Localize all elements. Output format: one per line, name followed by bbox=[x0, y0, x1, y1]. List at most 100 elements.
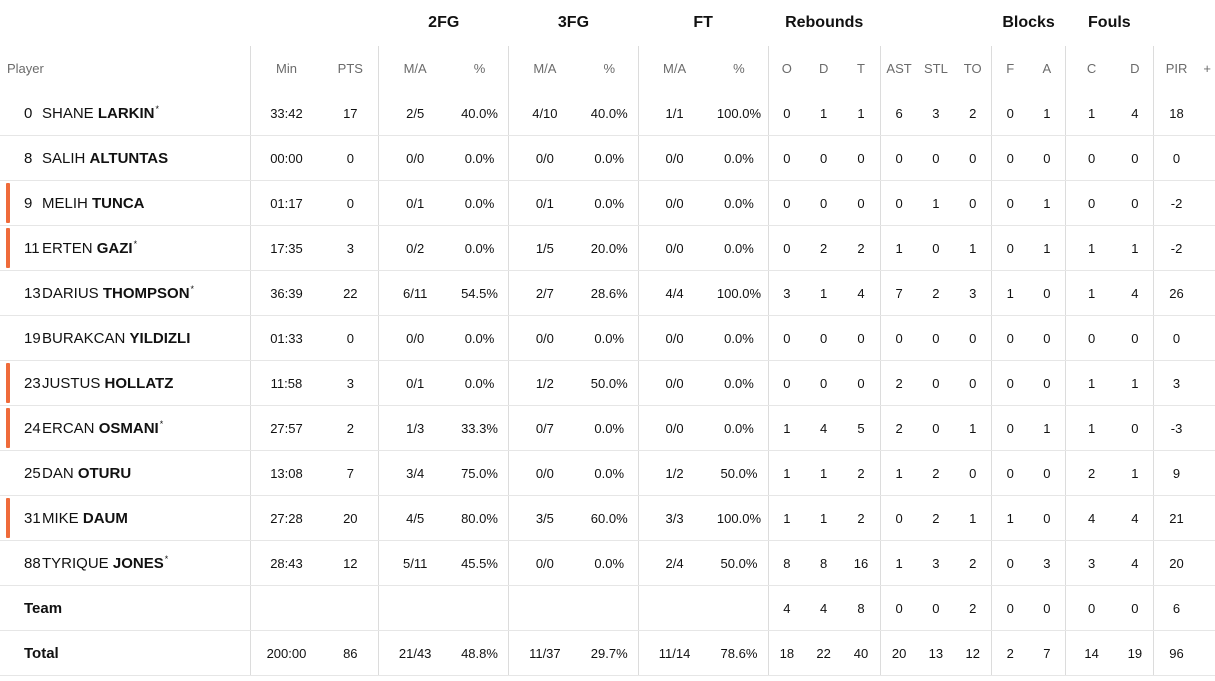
header-3fg-ma[interactable]: M/A bbox=[508, 46, 581, 91]
player-last-name[interactable]: HOLLATZ bbox=[104, 374, 174, 392]
total-3fg-ma: 11/37 bbox=[508, 630, 581, 676]
player-row: 24ERCAN OSMANI* 27:57 2 1/3 33.3% 0/7 0.0% 0/0 0… bbox=[0, 405, 1215, 451]
total-row: Total 200:00 86 21/43 48.8% 11/37 29.7% … bbox=[0, 630, 1215, 676]
player-first-name[interactable]: DAN bbox=[42, 464, 74, 482]
stat-2fg-pct: 54.5% bbox=[450, 270, 509, 316]
team-reb-d: 4 bbox=[805, 585, 843, 631]
stat-3fg-ma: 0/1 bbox=[508, 180, 581, 226]
player-first-name[interactable]: ERCAN bbox=[42, 419, 95, 437]
team-label-cell: Team bbox=[0, 585, 251, 631]
header-foul-d[interactable]: D bbox=[1130, 61, 1140, 76]
stat-reb-d: 1 bbox=[805, 91, 843, 136]
header-stl[interactable]: STL bbox=[923, 61, 948, 76]
header-foul-c[interactable]: C bbox=[1065, 46, 1118, 91]
player-last-name[interactable]: DAUM bbox=[82, 509, 128, 527]
player-last-name[interactable]: JONES bbox=[112, 554, 164, 572]
stat-stl: 2 bbox=[917, 270, 955, 316]
player-last-name[interactable]: TUNCA bbox=[92, 194, 145, 212]
player-first-name[interactable]: ERTEN bbox=[42, 239, 93, 257]
stat-2fg-pct: 0.0% bbox=[450, 315, 509, 361]
team-foul-c: 0 bbox=[1065, 585, 1118, 631]
stat-3fg-pct: 60.0% bbox=[580, 495, 639, 541]
player-first-name[interactable]: MELIH bbox=[42, 194, 88, 212]
stat-more bbox=[1199, 91, 1215, 136]
player-first-name[interactable]: BURAKCAN bbox=[42, 329, 126, 347]
stat-2fg-ma: 0/1 bbox=[378, 360, 451, 406]
stat-3fg-pct: 0.0% bbox=[580, 180, 639, 226]
player-name-cell: 88TYRIQUE JONES* bbox=[0, 540, 251, 586]
player-last-name[interactable]: YILDIZLI bbox=[129, 329, 191, 347]
stat-2fg-pct: 0.0% bbox=[450, 360, 509, 406]
stat-reb-t: 0 bbox=[842, 360, 881, 406]
header-3fg-pct[interactable]: % bbox=[603, 61, 616, 76]
player-first-name[interactable]: SALIH bbox=[42, 149, 86, 167]
player-last-name[interactable]: THOMPSON bbox=[102, 284, 190, 302]
player-first-name[interactable]: DARIUS bbox=[42, 284, 99, 302]
header-ft-pct[interactable]: % bbox=[733, 61, 745, 76]
stat-blk-f: 0 bbox=[990, 450, 1029, 496]
player-first-name[interactable]: JUSTUS bbox=[42, 374, 101, 392]
stat-2fg-pct: 75.0% bbox=[450, 450, 509, 496]
stat-pir: 20 bbox=[1152, 540, 1200, 586]
stat-blk-f: 1 bbox=[990, 495, 1029, 541]
total-blk-a: 7 bbox=[1028, 630, 1066, 676]
stat-3fg-ma: 3/5 bbox=[508, 495, 581, 541]
player-row: 23JUSTUS HOLLATZ 11:58 3 0/1 0.0% 1/2 50.0% 0/0… bbox=[0, 360, 1215, 406]
header-pts[interactable]: PTS bbox=[337, 61, 363, 76]
header-player[interactable]: Player bbox=[7, 61, 44, 76]
stat-min: 11:58 bbox=[249, 360, 323, 406]
header-to[interactable]: TO bbox=[963, 61, 982, 76]
stat-more bbox=[1199, 225, 1215, 271]
total-ft-pct: 78.6% bbox=[710, 630, 769, 676]
header-2fg-ma[interactable]: M/A bbox=[378, 46, 451, 91]
stat-stl: 3 bbox=[917, 91, 955, 136]
header-ast[interactable]: AST bbox=[879, 46, 918, 91]
player-first-name[interactable]: TYRIQUE bbox=[42, 554, 109, 572]
stat-ft-ma: 0/0 bbox=[637, 225, 711, 271]
player-name-cell: 31MIKE DAUM bbox=[0, 495, 251, 541]
stat-ft-pct: 0.0% bbox=[710, 225, 769, 271]
header-blk-a[interactable]: A bbox=[1042, 61, 1052, 76]
group-rebounds: Rebounds bbox=[785, 14, 864, 31]
team-pir: 6 bbox=[1152, 585, 1200, 631]
stat-reb-o: 0 bbox=[767, 180, 806, 226]
player-last-name[interactable]: LARKIN bbox=[97, 104, 155, 122]
stat-reb-t: 0 bbox=[842, 135, 881, 181]
stat-reb-o: 0 bbox=[767, 225, 806, 271]
stat-ast: 0 bbox=[879, 315, 918, 361]
team-ft-pct bbox=[710, 585, 769, 631]
header-reb-d[interactable]: D bbox=[818, 61, 829, 76]
stat-reb-d: 0 bbox=[805, 135, 843, 181]
stat-min: 13:08 bbox=[249, 450, 323, 496]
stat-more bbox=[1199, 495, 1215, 541]
stat-3fg-ma: 0/0 bbox=[508, 450, 581, 496]
header-ft-ma[interactable]: M/A bbox=[637, 46, 711, 91]
player-first-name[interactable]: MIKE bbox=[42, 509, 79, 527]
header-reb-t[interactable]: T bbox=[857, 61, 865, 76]
player-first-name[interactable]: SHANE bbox=[42, 104, 94, 122]
player-last-name[interactable]: OTURU bbox=[77, 464, 132, 482]
stat-blk-f: 0 bbox=[990, 135, 1029, 181]
header-more[interactable]: + bbox=[1203, 61, 1212, 76]
stat-reb-t: 4 bbox=[842, 270, 881, 316]
header-min[interactable]: Min bbox=[249, 46, 323, 91]
stat-reb-t: 5 bbox=[842, 405, 881, 451]
stat-ft-pct: 100.0% bbox=[710, 495, 769, 541]
header-2fg-pct[interactable]: % bbox=[473, 61, 486, 76]
header-reb-o[interactable]: O bbox=[767, 46, 806, 91]
stat-reb-t: 0 bbox=[842, 315, 881, 361]
stat-to: 1 bbox=[954, 495, 992, 541]
team-more bbox=[1199, 585, 1215, 631]
stat-3fg-pct: 0.0% bbox=[580, 315, 639, 361]
player-row: 13DARIUS THOMPSON* 36:39 22 6/11 54.5% 2/7 28.… bbox=[0, 270, 1215, 316]
player-last-name[interactable]: GAZI bbox=[96, 239, 133, 257]
player-name-cell: 8 SALIH ALTUNTAS bbox=[0, 135, 251, 181]
player-last-name[interactable]: ALTUNTAS bbox=[89, 149, 169, 167]
stat-min: 00:00 bbox=[249, 135, 323, 181]
stat-to: 0 bbox=[954, 180, 992, 226]
header-blk-f[interactable]: F bbox=[990, 46, 1029, 91]
header-pir[interactable]: PIR bbox=[1152, 46, 1200, 91]
player-last-name[interactable]: OSMANI bbox=[98, 419, 159, 437]
starter-mark: * bbox=[159, 418, 164, 429]
